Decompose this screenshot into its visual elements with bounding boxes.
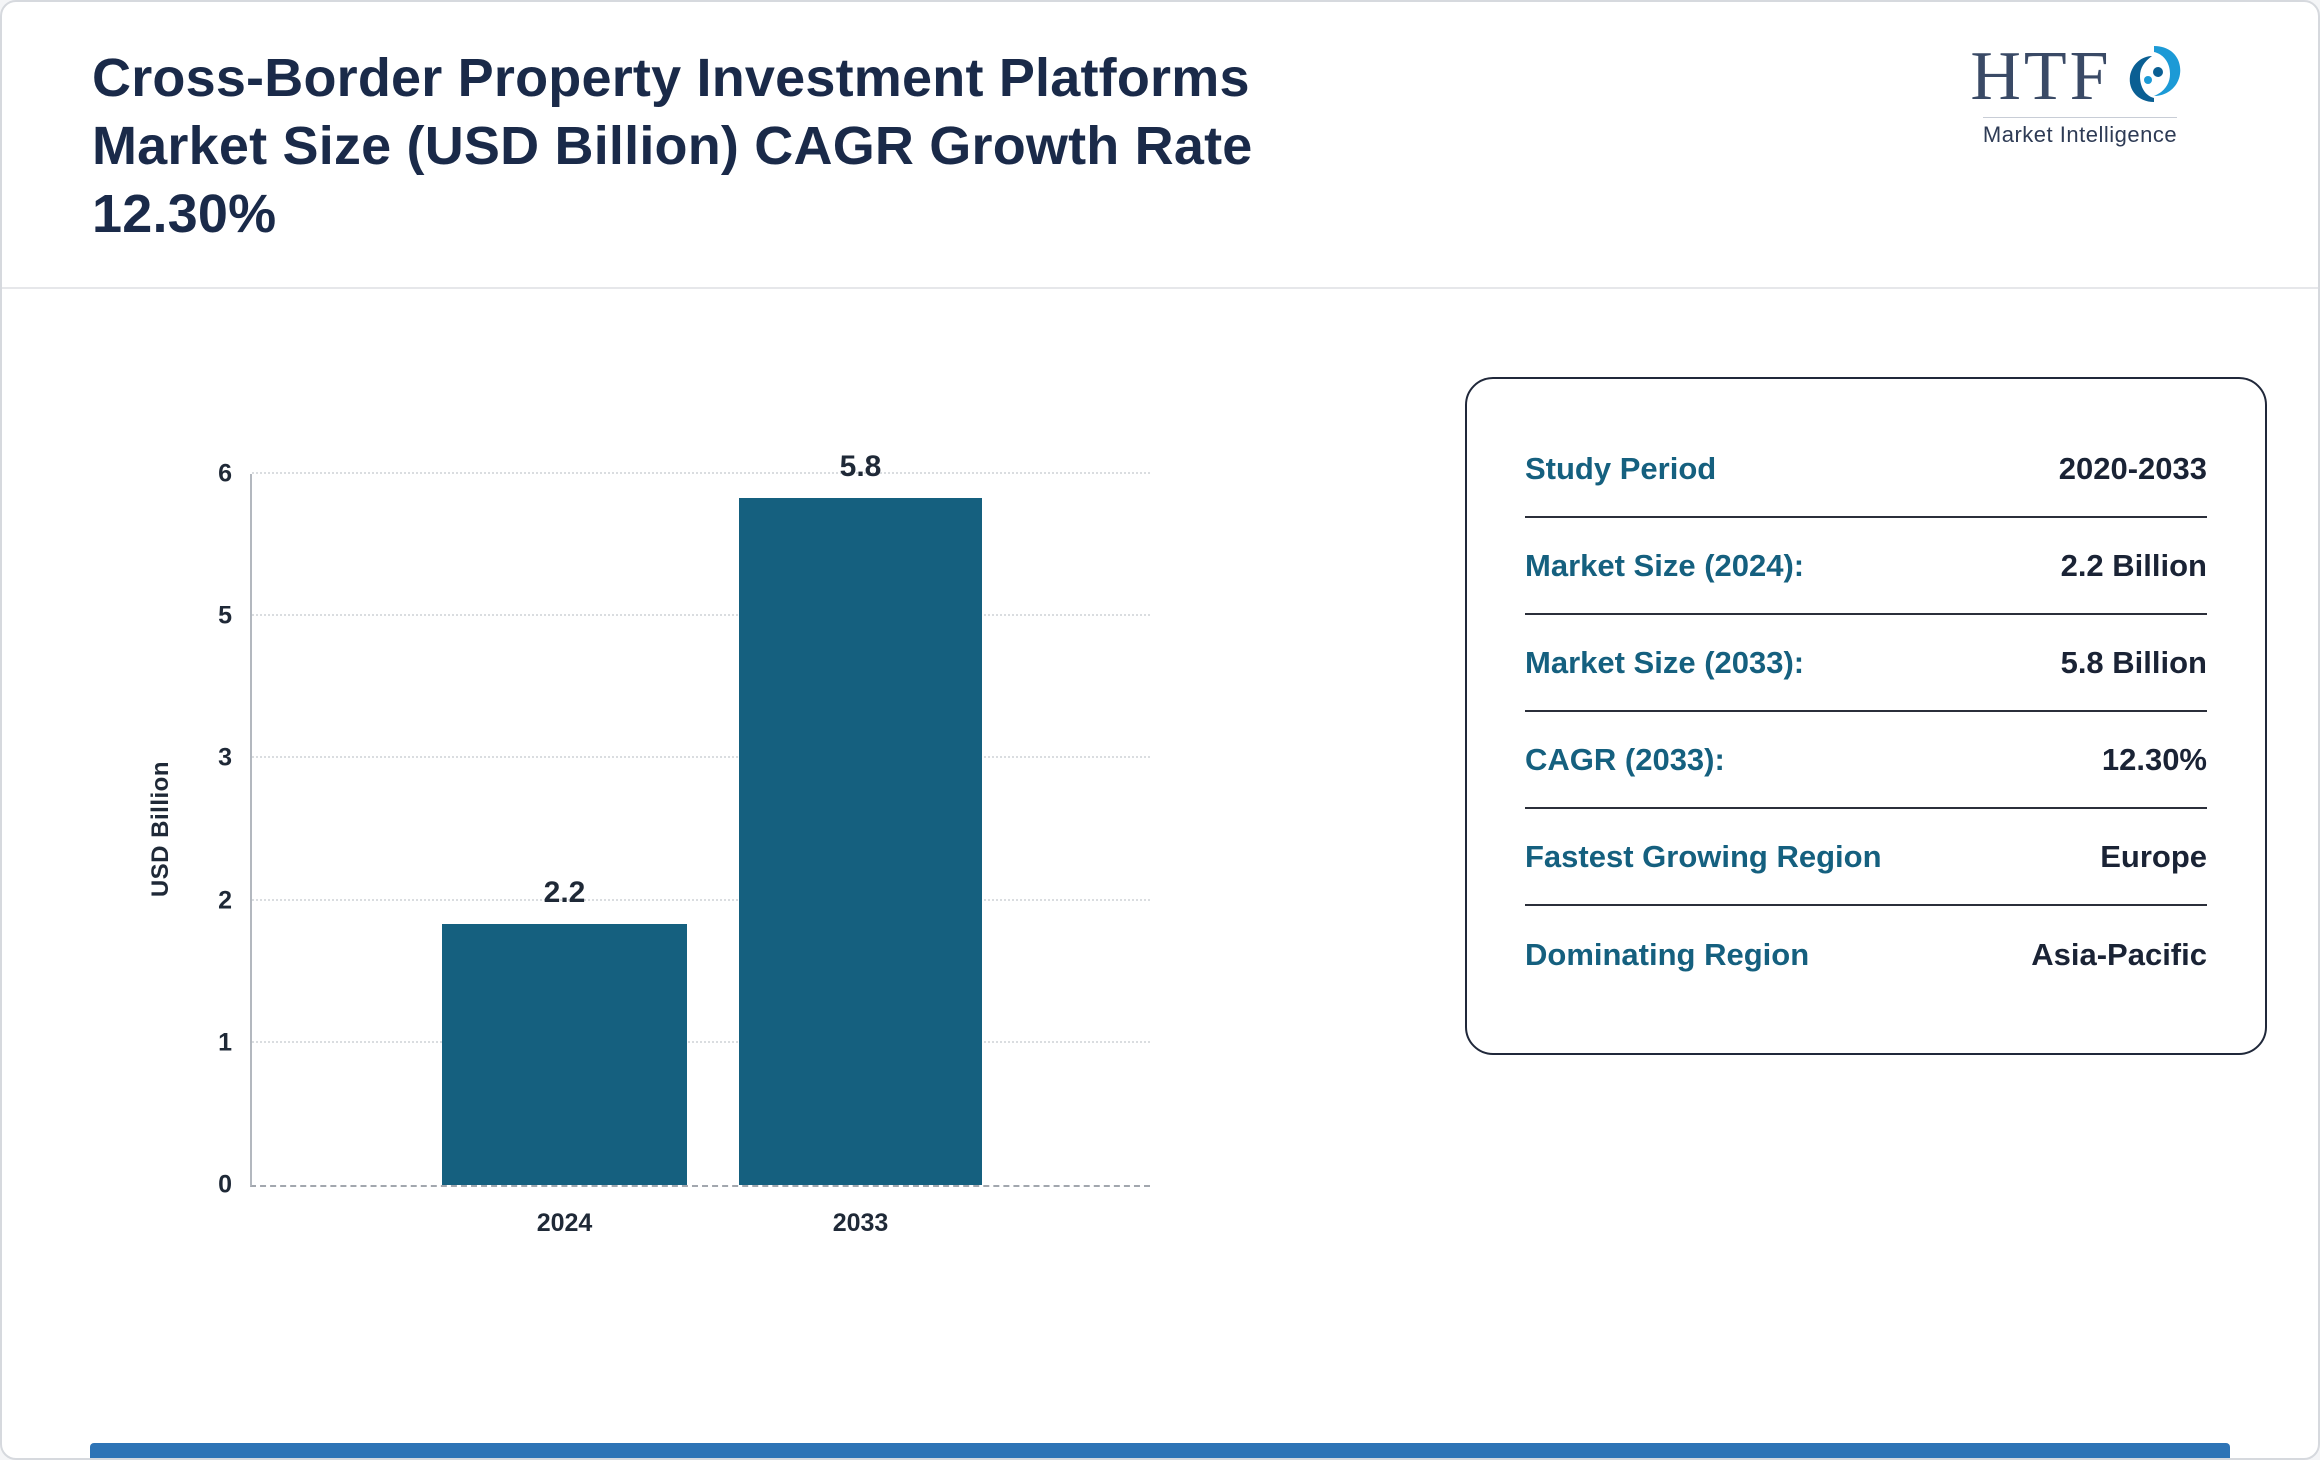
table-row: Market Size (2033): 5.8 Billion <box>1525 615 2207 712</box>
row-label: Market Size (2024): <box>1525 547 1805 583</box>
table-row: Fastest Growing Region Europe <box>1525 809 2207 906</box>
page-title-line-2: Market Size (USD Billion) CAGR Growth Ra… <box>92 116 1253 177</box>
y-tick-label: 5 <box>218 601 232 630</box>
gridline <box>252 472 1150 474</box>
header: Cross-Border Property Investment Platfor… <box>2 2 2318 287</box>
gridline <box>252 614 1150 617</box>
table-row: CAGR (2033): 12.30% <box>1525 712 2207 809</box>
gridline <box>252 1040 1150 1043</box>
summary-card: Study Period 2020-2033 Market Size (2024… <box>1465 377 2267 1055</box>
y-axis-title: USD Billion <box>147 761 174 898</box>
gridline <box>252 898 1150 901</box>
gridline <box>252 756 1150 759</box>
row-value: 2020-2033 <box>2058 450 2207 486</box>
row-label: Fastest Growing Region <box>1525 838 1882 874</box>
logo-text: HTF <box>1970 37 2112 115</box>
header-divider <box>2 287 2318 289</box>
row-value: 12.30% <box>2101 741 2207 777</box>
logo-subtext: Market Intelligence <box>1982 117 2178 148</box>
y-tick-label: 0 <box>218 1170 232 1199</box>
row-label: Dominating Region <box>1525 936 1810 972</box>
bar-2033: 5.8 <box>739 450 982 1185</box>
y-tick-label: 1 <box>218 1028 232 1057</box>
page-title-line-1: Cross-Border Property Investment Platfor… <box>92 48 1250 108</box>
htf-logo: HTF Market Intelligence <box>1930 38 2230 148</box>
x-axis-label-2033: 2033 <box>832 1209 889 1237</box>
row-value: Asia-Pacific <box>2031 936 2207 972</box>
x-axis-label-2024: 2024 <box>536 1209 593 1237</box>
row-label: CAGR (2033): <box>1525 741 1725 777</box>
row-label: Study Period <box>1525 450 1717 486</box>
y-tick-label: 3 <box>218 743 232 772</box>
row-value: Europe <box>2100 838 2207 874</box>
bar-value-label-2024: 2.2 <box>543 876 586 910</box>
bottom-accent-bar <box>90 1443 2230 1458</box>
bar-2024: 2.2 <box>442 876 687 1185</box>
row-value: 2.2 Billion <box>2060 547 2207 583</box>
page-title-line-3: 12.30% <box>92 184 277 245</box>
y-tick-label: 2 <box>218 886 232 915</box>
page-title: Cross-Border Property Investment Platfor… <box>92 44 1392 248</box>
table-row: Study Period 2020-2033 <box>1525 421 2207 518</box>
logo-swirl-icon <box>2118 38 2190 115</box>
y-tick-label: 6 <box>218 459 232 488</box>
table-row: Market Size (2024): 2.2 Billion <box>1525 518 2207 615</box>
row-value: 5.8 Billion <box>2060 644 2207 680</box>
bar-chart: 0 1 2 3 5 6 USD Billion 2.2 5.8 2024 203… <box>147 450 1150 1237</box>
row-label: Market Size (2033): <box>1525 644 1805 680</box>
bar-value-label-2033: 5.8 <box>839 449 882 483</box>
table-row: Dominating Region Asia-Pacific <box>1525 906 2207 1003</box>
